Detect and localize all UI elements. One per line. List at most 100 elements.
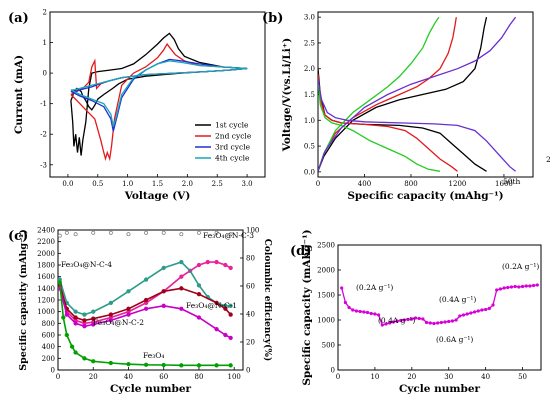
data-point [495,288,499,292]
data-point [428,321,432,325]
data-point [465,312,469,316]
annotation: (0.2A g⁻¹) [356,283,393,292]
data-point [82,356,87,361]
data-point [126,232,131,237]
y-tick-label: -2 [40,131,47,139]
data-point [373,312,377,316]
data-point [347,305,351,310]
data-point [108,230,113,235]
data-point [502,286,506,290]
data-point [143,277,149,282]
data-point [535,283,539,287]
y2-tick-label: 80 [246,255,255,263]
x-tick-label: 60 [159,373,168,381]
data-point [73,309,78,314]
series-group [70,32,248,162]
y-tick-label: 3.0 [304,14,315,22]
data-point [358,309,362,314]
data-point [108,360,114,366]
data-point [413,316,418,320]
data-point [82,318,87,323]
x-axis-label: Cycle number [399,383,481,395]
data-point [161,303,166,308]
data-point [369,311,373,316]
data-point [362,310,366,314]
x-tick-label: 10 [370,373,379,381]
y2-tick-label: 60 [246,283,255,291]
data-point [214,327,219,332]
data-point [406,317,410,322]
data-point [143,306,149,311]
data-point [126,306,131,311]
series-line [318,16,440,172]
data-point [196,262,202,268]
data-point [513,284,517,289]
y-tick-label: 0 [51,367,55,375]
data-point [205,259,210,265]
legend-label: 4th cycle [215,154,250,163]
data-point [506,285,510,290]
y-tick-label: 0 [43,70,47,78]
data-point [476,309,480,313]
data-point [417,316,421,321]
y-tick-label: 1600 [37,273,55,281]
data-point [64,230,69,235]
data-point [126,289,131,294]
panel-d: (d)0 10 20 30 40 5005001000150020002500Cycle … [290,229,542,395]
x-axis-label: Specific capacity (mAhg⁻¹) [347,190,503,202]
data-point [228,363,233,368]
data-point [61,315,66,320]
x-tick-label: 0 [56,373,60,381]
data-point [469,311,473,315]
data-point [196,292,202,297]
data-point [126,312,131,317]
y-tick-label: 1000 [37,308,55,316]
series-line [318,78,517,172]
data-point [491,303,495,307]
data-point [214,363,219,368]
y-tick-label: 1400 [37,285,55,293]
data-point [64,332,69,338]
data-point [161,289,166,294]
data-point [58,233,62,238]
data-point [143,362,149,367]
data-point [380,323,384,327]
panel-label: (c) [8,229,28,244]
data-point [480,308,484,312]
data-point [228,335,233,341]
data-point [450,319,455,323]
data-point [223,332,228,338]
x-tick-label: 400 [358,180,371,188]
x-tick-label: 50 [518,373,527,381]
y2-tick-label: 20 [246,339,255,347]
data-point [402,318,407,322]
data-point [454,318,458,322]
data-point [461,313,466,317]
data-point [354,309,359,313]
data-point [377,313,381,317]
legend-label: 2nd cycle [215,132,252,141]
panel-label: (a) [8,11,29,26]
data-point [82,312,87,317]
y-axis-label: Voltage/V(vs.Li/Li⁺) [281,38,293,153]
x-tick-label: 0.5 [92,180,103,188]
data-point [179,286,184,291]
data-point [179,232,184,237]
panel-label: (d) [290,244,311,259]
data-point [91,309,96,314]
data-point [69,344,75,349]
data-point [484,307,488,312]
y-tick-label: 2400 [37,227,55,235]
data-point [91,316,96,321]
x-tick-label: 40 [124,373,133,381]
data-point [351,308,355,312]
data-point [472,310,477,314]
data-point [487,306,491,311]
data-point [161,362,166,368]
x-tick-label: 80 [194,373,203,381]
y-tick-label: 800 [42,320,55,328]
data-point [395,319,399,323]
data-point [196,283,202,288]
x-tick-label: 1.0 [122,180,133,188]
